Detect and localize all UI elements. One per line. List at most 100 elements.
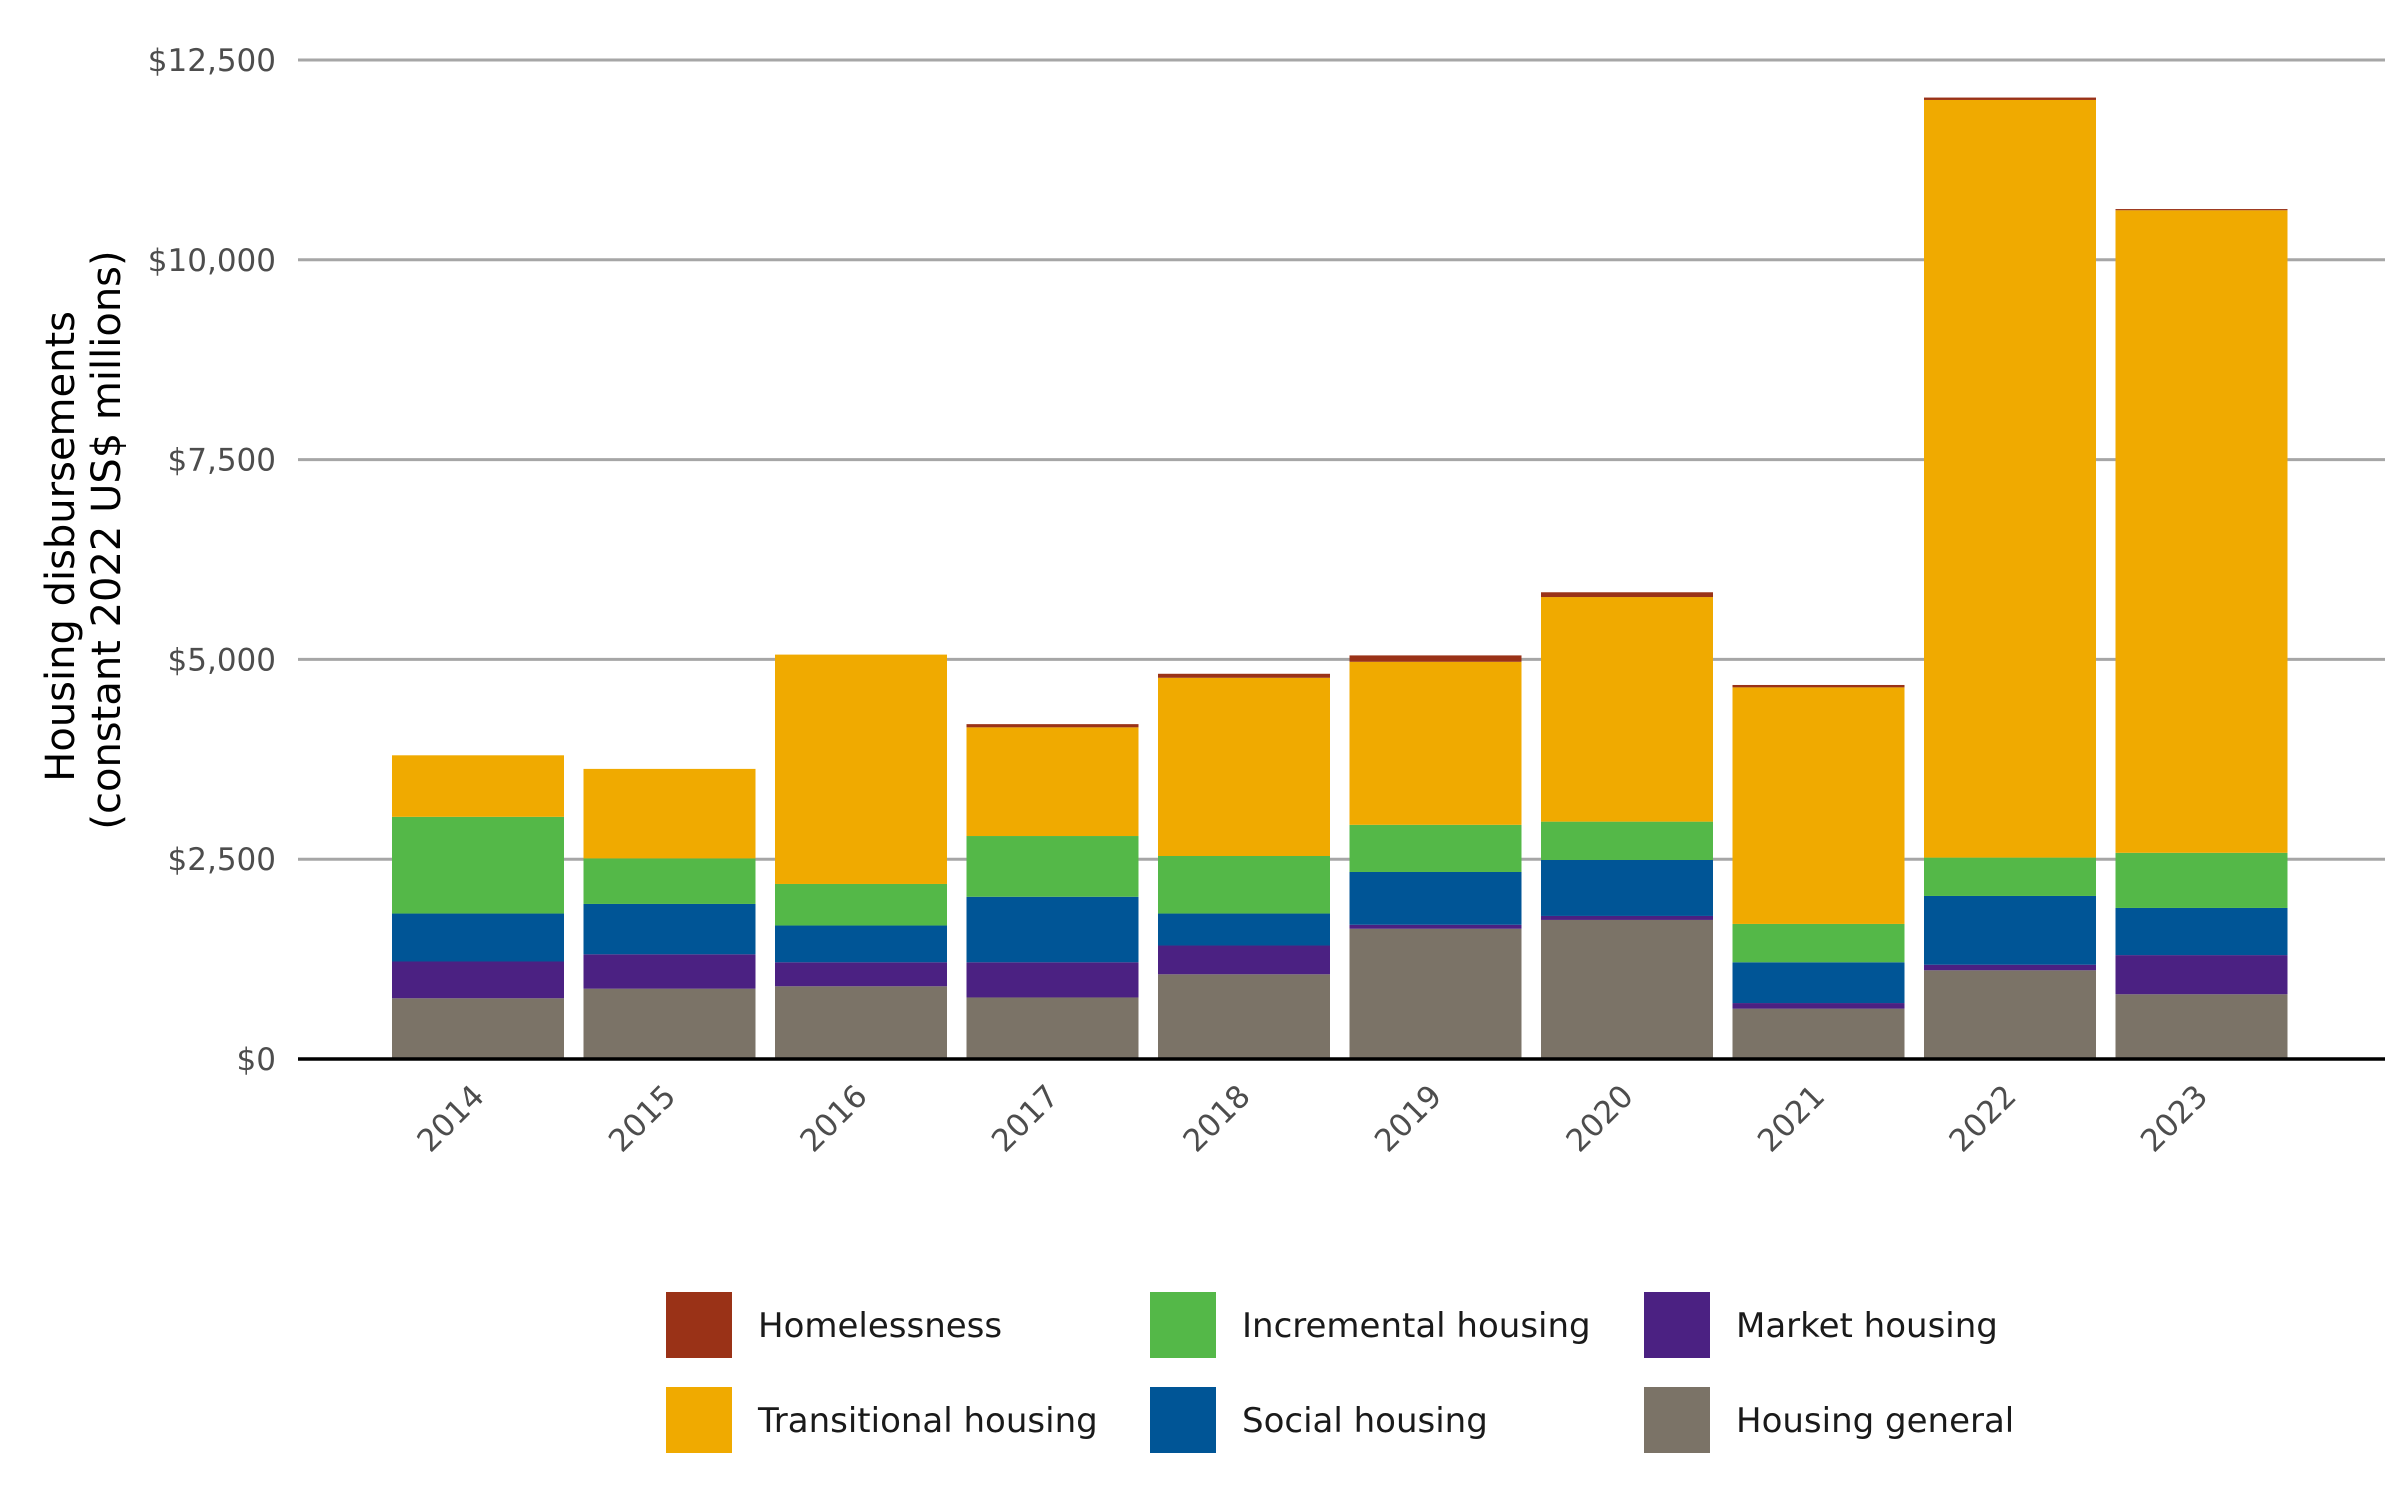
x-tick-label: 2014 bbox=[410, 1078, 491, 1159]
bar-segment bbox=[1349, 924, 1522, 929]
bar-stack-2014 bbox=[392, 755, 564, 1059]
bar-segment bbox=[1732, 962, 1905, 1004]
bar-segment bbox=[2115, 209, 2288, 211]
legend-item: Incremental housing bbox=[1150, 1292, 1591, 1358]
bar-segment bbox=[1924, 97, 2096, 100]
bar-segment bbox=[1158, 856, 1330, 914]
bar-segment bbox=[1349, 871, 1522, 925]
bar-segment bbox=[1732, 1008, 1905, 1059]
bar-segment bbox=[583, 903, 756, 955]
x-tick-label: 2019 bbox=[1368, 1078, 1449, 1159]
y-tick-label: $2,500 bbox=[168, 842, 276, 878]
bar-segment bbox=[392, 961, 564, 999]
x-tick-label: 2017 bbox=[985, 1078, 1066, 1159]
bars bbox=[392, 97, 2288, 1059]
bar-segment bbox=[1158, 673, 1330, 678]
y-tick-label: $10,000 bbox=[148, 243, 276, 279]
bar-segment bbox=[966, 962, 1139, 998]
legend-label: Social housing bbox=[1242, 1401, 1488, 1441]
legend-item: Market housing bbox=[1644, 1292, 1998, 1358]
bar-segment bbox=[1349, 655, 1522, 662]
bar-segment bbox=[1924, 857, 2096, 896]
bar-segment bbox=[1158, 913, 1330, 946]
y-axis-title-line-1: Housing disbursements bbox=[38, 311, 84, 782]
legend-item: Social housing bbox=[1150, 1387, 1488, 1453]
bar-segment bbox=[966, 997, 1139, 1059]
bar-segment bbox=[1732, 923, 1905, 963]
legend-swatch bbox=[1150, 1292, 1216, 1358]
bar-segment bbox=[392, 998, 564, 1059]
legend-label: Housing general bbox=[1736, 1401, 2014, 1441]
bar-segment bbox=[966, 836, 1139, 897]
legend-swatch bbox=[1644, 1387, 1710, 1453]
x-tick-label: 2021 bbox=[1751, 1078, 1832, 1159]
legend-swatch bbox=[1644, 1292, 1710, 1358]
bar-segment bbox=[1541, 821, 1713, 860]
bar-segment bbox=[1924, 970, 2096, 1059]
bar-segment bbox=[392, 913, 564, 962]
bar-stack-2020 bbox=[1541, 592, 1713, 1059]
bar-segment bbox=[2115, 852, 2288, 908]
bar-segment bbox=[1924, 895, 2096, 965]
x-tick-label: 2022 bbox=[1942, 1078, 2023, 1159]
bar-segment bbox=[1158, 974, 1330, 1059]
bar-segment bbox=[583, 988, 756, 1059]
bar-segment bbox=[775, 883, 947, 926]
bar-segment bbox=[583, 858, 756, 904]
y-tick-label: $0 bbox=[237, 1042, 276, 1078]
bar-segment bbox=[1541, 592, 1713, 598]
bar-segment bbox=[966, 724, 1139, 728]
legend-label: Market housing bbox=[1736, 1306, 1998, 1346]
legend-item: Housing general bbox=[1644, 1387, 2014, 1453]
bar-segment bbox=[1349, 661, 1522, 825]
legend-swatch bbox=[666, 1292, 732, 1358]
x-tick-label: 2016 bbox=[793, 1078, 874, 1159]
y-tick-label: $12,500 bbox=[148, 43, 276, 79]
x-tick-label: 2015 bbox=[602, 1078, 683, 1159]
bar-stack-2016 bbox=[775, 654, 947, 1059]
x-tick-label: 2018 bbox=[1176, 1078, 1257, 1159]
bar-segment bbox=[1158, 945, 1330, 975]
bar-segment bbox=[1732, 684, 1905, 688]
y-axis-title: Housing disbursements (constant 2022 US$… bbox=[38, 250, 130, 829]
bar-segment bbox=[1541, 915, 1713, 920]
bar-segment bbox=[2115, 210, 2288, 853]
bar-segment bbox=[1924, 99, 2096, 858]
legend: Homelessness Incremental housing Market ho… bbox=[666, 1292, 2014, 1453]
y-tick-label: $7,500 bbox=[168, 443, 276, 479]
bar-stack-2018 bbox=[1158, 673, 1330, 1059]
legend-item: Homelessness bbox=[666, 1292, 1002, 1358]
bar-segment bbox=[966, 727, 1139, 837]
bar-segment bbox=[392, 816, 564, 914]
bar-segment bbox=[1924, 964, 2096, 971]
bar-segment bbox=[583, 768, 756, 859]
bar-segment bbox=[775, 962, 947, 987]
bar-segment bbox=[1541, 919, 1713, 1059]
y-axis-title-line-2: (constant 2022 US$ millions) bbox=[84, 250, 130, 829]
bar-segment bbox=[775, 654, 947, 884]
legend-swatch bbox=[666, 1387, 732, 1453]
bar-segment bbox=[1732, 1003, 1905, 1009]
bar-segment bbox=[2115, 907, 2288, 956]
bar-stack-2021 bbox=[1732, 684, 1905, 1059]
bar-segment bbox=[966, 896, 1139, 963]
y-tick-label: $5,000 bbox=[168, 642, 276, 678]
bar-stack-2015 bbox=[583, 768, 756, 1059]
bar-segment bbox=[1349, 928, 1522, 1059]
legend-item: Transitional housing bbox=[666, 1387, 1098, 1453]
legend-label: Transitional housing bbox=[757, 1401, 1098, 1441]
legend-label: Homelessness bbox=[758, 1306, 1002, 1346]
x-tick-label: 2020 bbox=[1559, 1078, 1640, 1159]
legend-label: Incremental housing bbox=[1242, 1306, 1591, 1346]
bar-segment bbox=[392, 755, 564, 817]
bar-segment bbox=[775, 925, 947, 963]
bar-stack-2023 bbox=[2115, 209, 2288, 1059]
bar-segment bbox=[1541, 597, 1713, 822]
bar-segment bbox=[1158, 677, 1330, 857]
y-axis-tick-labels: $0 $2,500 $5,000 $7,500 $10,000 $12,500 bbox=[148, 43, 276, 1078]
x-tick-label: 2023 bbox=[2134, 1078, 2215, 1159]
bar-segment bbox=[2115, 955, 2288, 995]
bar-stack-2022 bbox=[1924, 97, 2096, 1059]
